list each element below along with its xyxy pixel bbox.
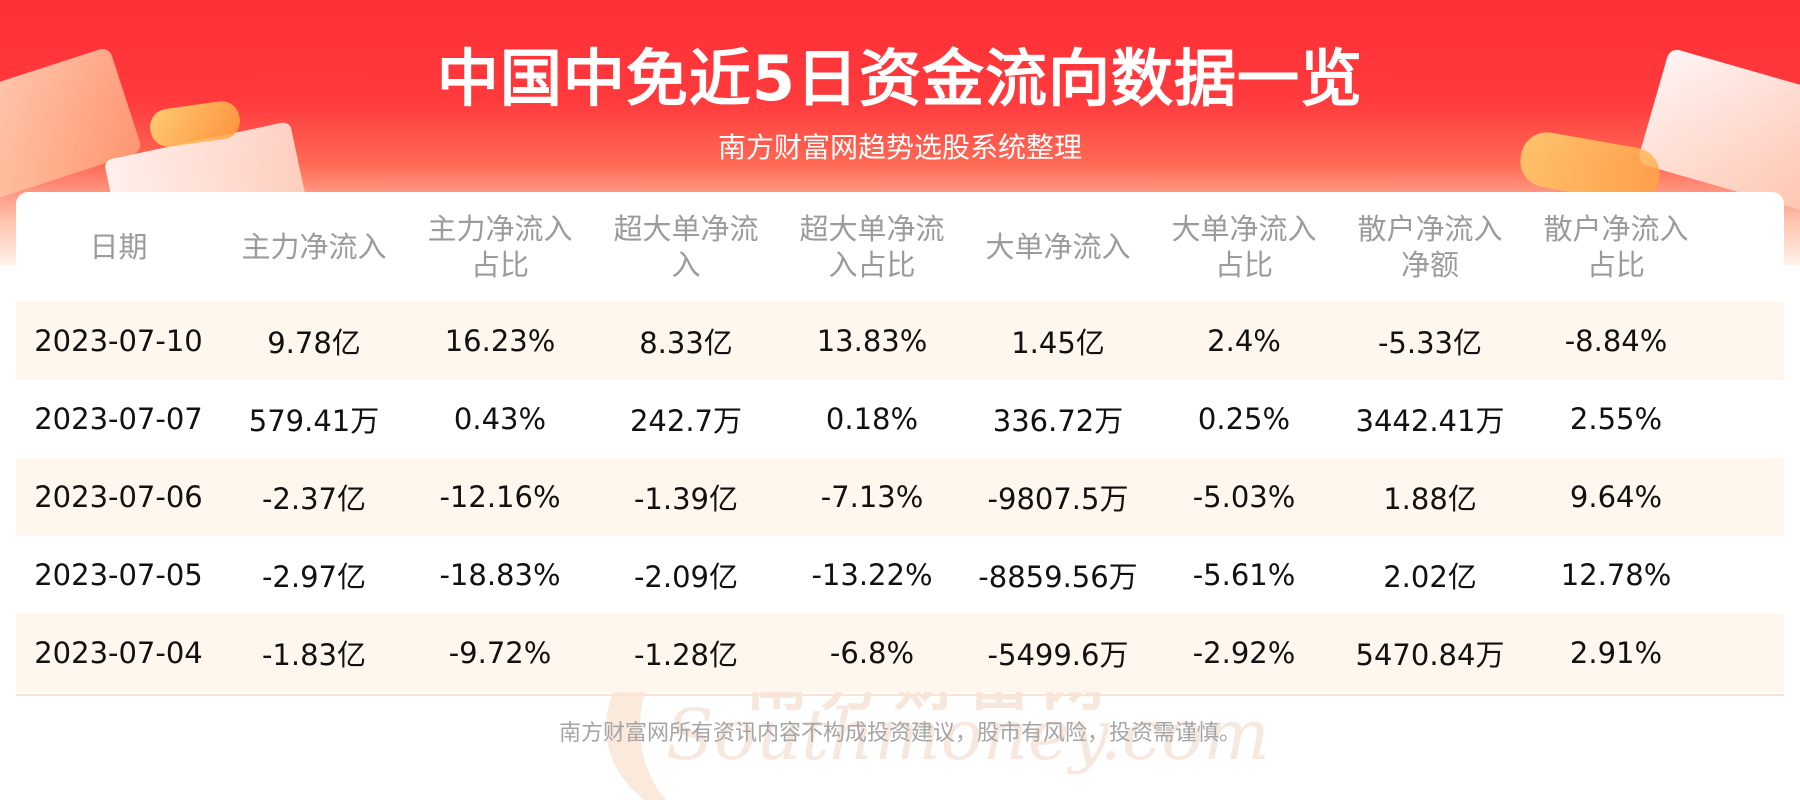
cell-main-net-inflow: -1.83亿	[261, 638, 367, 672]
page-title: 中国中免近5日资金流向数据一览	[436, 42, 1364, 115]
cell-retail-net-inflow-amount: 1.88亿	[1383, 482, 1477, 516]
cell-main-net-inflow-ratio: -18.83%	[439, 558, 561, 592]
cell-large-net-inflow: -9807.5万	[987, 482, 1129, 516]
cell-retail-net-inflow-amount: 5470.84万	[1355, 638, 1505, 672]
cell-date: 2023-07-05	[34, 558, 203, 592]
page-subtitle: 南方财富网趋势选股系统整理	[717, 131, 1082, 164]
cell-retail-net-inflow-amount: 2.02亿	[1383, 560, 1477, 594]
cell-super-large-net-inflow-ratio: -7.13%	[820, 480, 924, 514]
table-row: 2023-07-05 -2.97亿 -18.83% -2.09亿 -13.22%…	[16, 536, 1784, 614]
table-row: 2023-07-04 -1.83亿 -9.72% -1.28亿 -6.8% -5…	[16, 614, 1784, 692]
cell-large-net-inflow: 336.72万	[992, 404, 1124, 438]
cell-retail-net-inflow-ratio: 12.78%	[1560, 558, 1672, 592]
column-header-date: 日期	[89, 230, 148, 264]
column-header-main-net-inflow: 主力净流入	[241, 230, 387, 264]
column-header-super-large-net-inflow-ratio: 超大单净流 入占比	[799, 212, 945, 282]
cell-date: 2023-07-06	[34, 480, 203, 514]
cell-date: 2023-07-04	[34, 636, 203, 670]
cell-super-large-net-inflow-ratio: -13.22%	[811, 558, 933, 592]
cell-date: 2023-07-07	[34, 402, 203, 436]
column-header-main-net-inflow-ratio: 主力净流入 占比	[427, 212, 573, 282]
cell-super-large-net-inflow: -1.39亿	[633, 482, 739, 516]
cell-super-large-net-inflow: -1.28亿	[633, 638, 739, 672]
cell-main-net-inflow-ratio: -12.16%	[439, 480, 561, 514]
table-row: 2023-07-07 579.41万 0.43% 242.7万 0.18% 33…	[16, 380, 1784, 458]
cell-large-net-inflow-ratio: -5.03%	[1192, 480, 1296, 514]
table-header-row: 日期 主力净流入 主力净流入 占比 超大单净流 入 超大单净流 入占比 大单净流…	[16, 192, 1784, 302]
cell-retail-net-inflow-amount: -5.33亿	[1377, 326, 1483, 360]
cell-large-net-inflow-ratio: -2.92%	[1192, 636, 1296, 670]
cell-large-net-inflow: -5499.6万	[987, 638, 1129, 672]
cell-main-net-inflow: -2.37亿	[261, 482, 367, 516]
column-header-retail-net-inflow-amount: 散户净流入 净额	[1357, 212, 1503, 282]
cell-super-large-net-inflow: 8.33亿	[639, 326, 733, 360]
cell-large-net-inflow: -8859.56万	[978, 560, 1138, 594]
data-table-card: 日期 主力净流入 主力净流入 占比 超大单净流 入 超大单净流 入占比 大单净流…	[16, 192, 1784, 800]
cell-main-net-inflow: 579.41万	[248, 404, 380, 438]
table-row: 2023-07-06 -2.37亿 -12.16% -1.39亿 -7.13% …	[16, 458, 1784, 536]
table-row: 2023-07-10 9.78亿 16.23% 8.33亿 13.83% 1.4…	[16, 302, 1784, 380]
cell-retail-net-inflow-amount: 3442.41万	[1355, 404, 1505, 438]
cell-retail-net-inflow-ratio: -8.84%	[1564, 324, 1668, 358]
cell-super-large-net-inflow: 242.7万	[629, 404, 743, 438]
column-header-large-net-inflow-ratio: 大单净流入 占比	[1171, 212, 1317, 282]
cell-main-net-inflow-ratio: 0.43%	[453, 402, 547, 436]
footer-disclaimer: 南方财富网所有资讯内容不构成投资建议，股市有风险，投资需谨慎。	[558, 721, 1241, 746]
column-header-retail-net-inflow-ratio: 散户净流入 占比	[1543, 212, 1689, 282]
cell-super-large-net-inflow-ratio: 0.18%	[825, 402, 919, 436]
cell-retail-net-inflow-ratio: 9.64%	[1569, 480, 1663, 514]
cell-retail-net-inflow-ratio: 2.55%	[1569, 402, 1663, 436]
cell-main-net-inflow: 9.78亿	[267, 326, 361, 360]
cell-super-large-net-inflow: -2.09亿	[633, 560, 739, 594]
cell-super-large-net-inflow-ratio: 13.83%	[816, 324, 928, 358]
cell-large-net-inflow-ratio: 0.25%	[1197, 402, 1291, 436]
cell-retail-net-inflow-ratio: 2.91%	[1569, 636, 1663, 670]
table-body: 2023-07-10 9.78亿 16.23% 8.33亿 13.83% 1.4…	[16, 302, 1784, 692]
cell-large-net-inflow: 1.45亿	[1011, 326, 1105, 360]
cell-main-net-inflow-ratio: -9.72%	[448, 636, 552, 670]
footer-divider	[16, 694, 1784, 696]
column-header-large-net-inflow: 大单净流入	[985, 230, 1131, 264]
column-header-super-large-net-inflow: 超大单净流 入	[613, 212, 759, 282]
cell-super-large-net-inflow-ratio: -6.8%	[829, 636, 915, 670]
cell-main-net-inflow-ratio: 16.23%	[444, 324, 556, 358]
cell-main-net-inflow: -2.97亿	[261, 560, 367, 594]
cell-large-net-inflow-ratio: -5.61%	[1192, 558, 1296, 592]
cell-large-net-inflow-ratio: 2.4%	[1207, 324, 1281, 358]
cell-date: 2023-07-10	[34, 324, 203, 358]
